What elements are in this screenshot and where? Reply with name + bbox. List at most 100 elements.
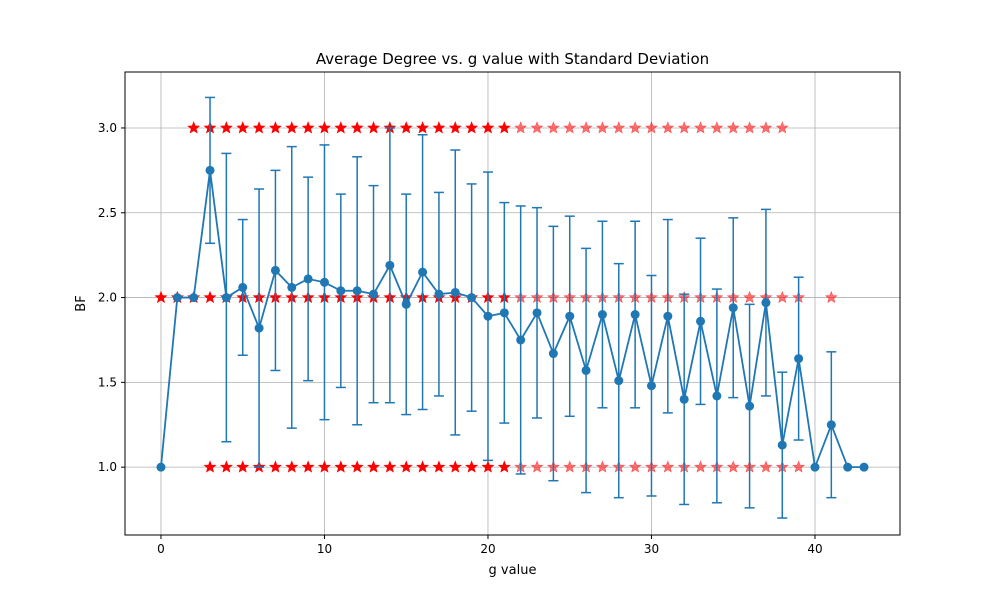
x-tick-label: 40 — [807, 542, 822, 556]
data-point — [434, 289, 444, 299]
star-marker — [661, 121, 675, 134]
star-marker — [334, 121, 348, 134]
data-point — [826, 420, 836, 430]
star-marker — [710, 121, 724, 134]
data-point — [663, 311, 673, 321]
star-marker — [628, 460, 642, 473]
star-marker — [367, 121, 381, 134]
star-marker — [726, 121, 740, 134]
star-marker — [661, 460, 675, 473]
y-tick-label: 3.0 — [98, 121, 117, 135]
star-marker — [775, 290, 789, 304]
star-marker — [367, 460, 381, 473]
data-point — [450, 287, 460, 297]
data-point — [336, 286, 346, 296]
star-marker — [481, 121, 495, 134]
star-marker — [285, 121, 299, 134]
star-marker — [432, 121, 446, 134]
data-point — [270, 265, 280, 275]
tick-layer: 0 10 20 30 40 1.0 1.5 2.0 2.5 3.0 — [98, 121, 823, 556]
star-marker — [317, 121, 331, 134]
data-point — [843, 462, 853, 472]
y-tick-label: 1.5 — [98, 375, 117, 389]
data-point — [679, 394, 689, 404]
data-point — [418, 267, 428, 277]
data-point — [205, 165, 215, 175]
star-marker — [268, 460, 282, 473]
star-marker — [399, 460, 413, 473]
x-tick-label: 30 — [644, 542, 659, 556]
star-marker — [317, 460, 331, 473]
star-marker — [268, 121, 282, 134]
star-marker — [219, 460, 233, 473]
plot-frame — [124, 71, 901, 536]
data-point — [548, 349, 558, 359]
star-marker — [187, 121, 201, 134]
star-marker — [416, 121, 430, 134]
star-marker — [448, 460, 462, 473]
data-point — [303, 274, 313, 284]
data-point — [859, 462, 869, 472]
star-marker — [285, 460, 299, 473]
data-point — [565, 311, 575, 321]
star-marker — [432, 460, 446, 473]
star-marker — [399, 121, 413, 134]
data-point — [761, 298, 771, 308]
star-marker — [465, 460, 479, 473]
star-marker — [743, 121, 757, 134]
data-point — [401, 299, 411, 309]
star-marker — [236, 460, 250, 473]
star-marker — [236, 121, 250, 134]
star-marker — [203, 460, 217, 473]
line-series-layer — [156, 96, 869, 519]
data-point — [516, 335, 526, 345]
star-marker — [219, 121, 233, 134]
star-marker — [579, 121, 593, 134]
data-point — [581, 365, 591, 375]
star-marker — [595, 460, 609, 473]
y-tick-label: 1.0 — [98, 460, 117, 474]
data-point — [172, 293, 182, 303]
star-marker — [694, 460, 708, 473]
data-point — [385, 260, 395, 270]
star-marker — [563, 121, 577, 134]
x-tick-label: 10 — [317, 542, 332, 556]
star-marker — [203, 290, 217, 304]
data-point — [728, 303, 738, 313]
star-marker — [481, 460, 495, 473]
data-point — [614, 376, 624, 386]
data-point — [483, 311, 493, 321]
star-marker — [252, 121, 266, 134]
data-point — [221, 293, 231, 303]
star-marker — [301, 460, 315, 473]
data-point — [794, 354, 804, 364]
data-point — [712, 391, 722, 401]
data-point — [319, 277, 329, 287]
x-tick-label: 20 — [480, 542, 495, 556]
star-marker — [497, 460, 511, 473]
data-point — [532, 308, 542, 318]
data-point — [189, 293, 199, 303]
y-tick-label: 2.0 — [98, 291, 117, 305]
data-point — [597, 310, 607, 320]
star-marker — [759, 460, 773, 473]
data-point — [777, 440, 787, 450]
star-marker — [644, 121, 658, 134]
star-marker — [792, 460, 806, 473]
star-marker — [628, 121, 642, 134]
y-axis-label: BF — [74, 295, 89, 311]
star-marker — [350, 121, 364, 134]
data-point — [646, 381, 656, 391]
y-tick-label: 2.5 — [98, 206, 117, 220]
star-marker — [563, 460, 577, 473]
star-marker — [694, 121, 708, 134]
star-marker — [350, 460, 364, 473]
star-marker — [677, 121, 691, 134]
star-marker — [448, 121, 462, 134]
star-marker — [497, 121, 511, 134]
star-marker — [301, 121, 315, 134]
data-point — [745, 401, 755, 411]
data-point — [369, 289, 379, 299]
